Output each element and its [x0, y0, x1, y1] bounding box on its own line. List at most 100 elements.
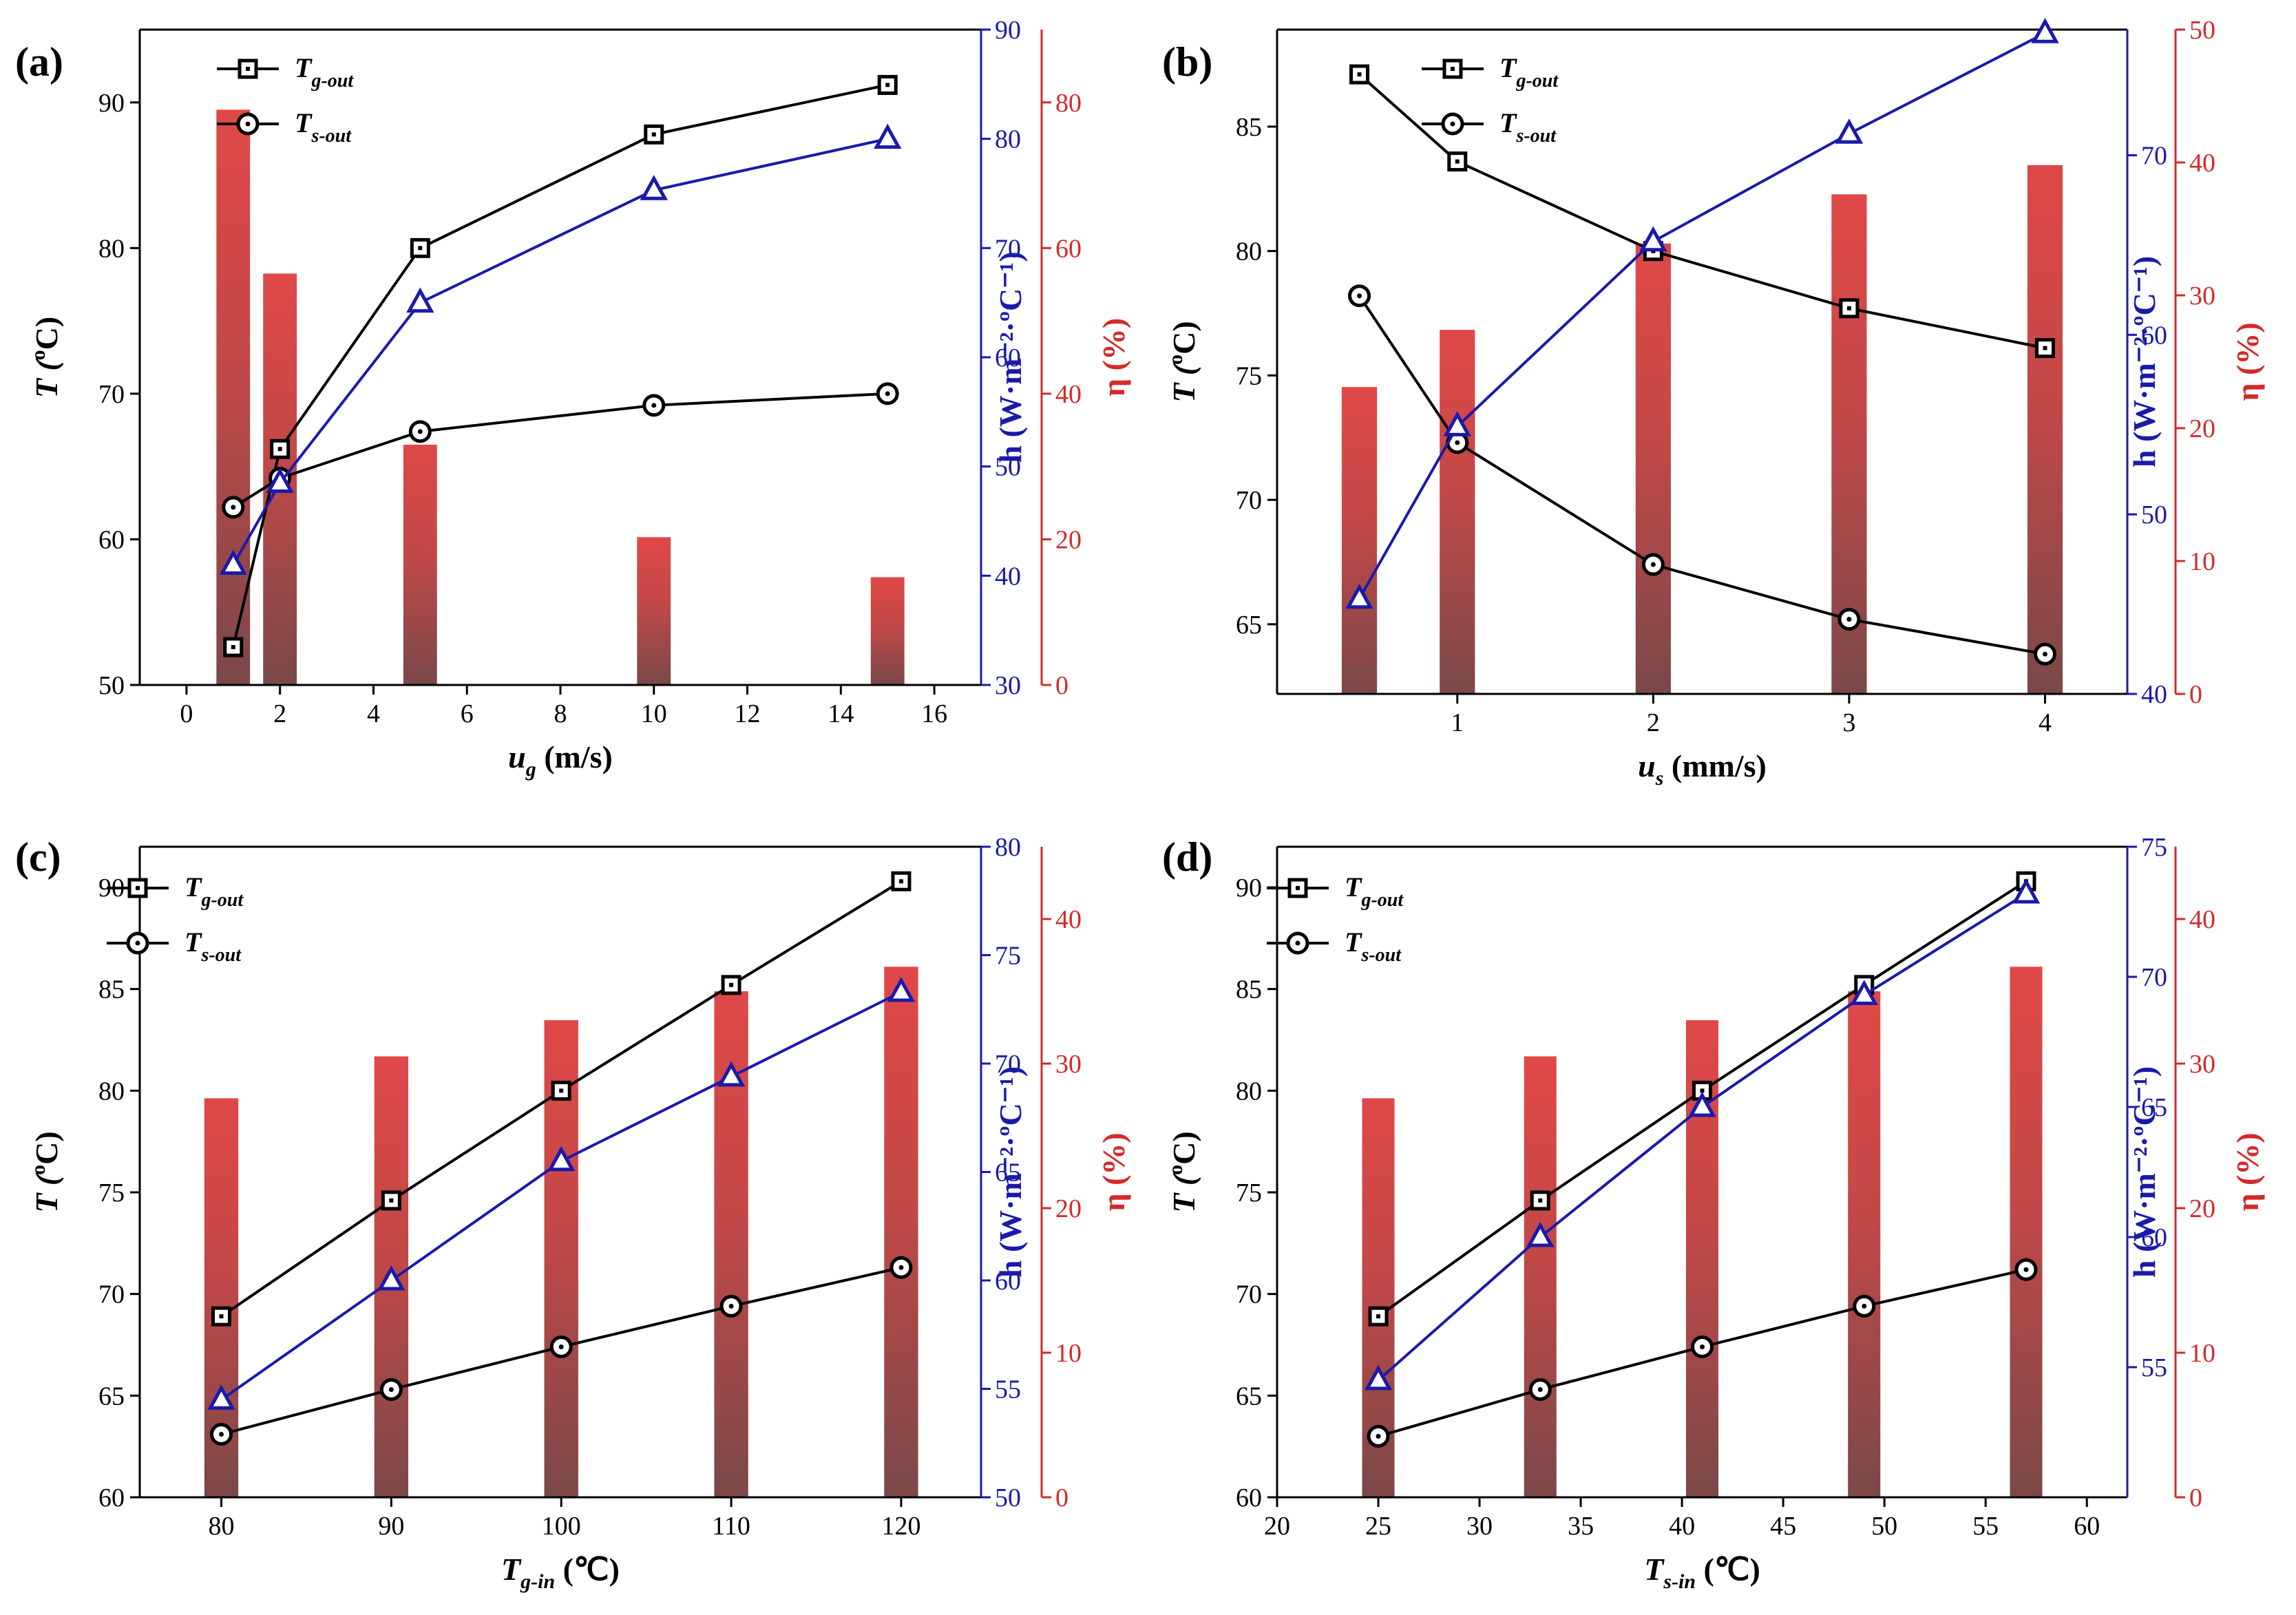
x-tick-label: 4 — [367, 699, 380, 728]
h-tick-label: 70 — [2141, 963, 2167, 992]
left-tick-label: 70 — [98, 380, 125, 409]
eta-tick-label: 20 — [1055, 525, 1082, 554]
x-tick-label: 16 — [921, 699, 947, 728]
x-tick-label: 100 — [542, 1512, 581, 1541]
left-tick-label: 90 — [98, 89, 125, 118]
x-tick-label: 20 — [1264, 1512, 1290, 1541]
series-1-point-dot — [558, 1344, 564, 1349]
eta-tick-label: 80 — [1055, 89, 1082, 118]
x-tick-label: 35 — [1568, 1512, 1594, 1541]
x-tick-label: 12 — [735, 699, 761, 728]
left-tick-label: 70 — [1236, 486, 1262, 515]
h-tick-label: 80 — [995, 125, 1021, 154]
left-tick-label: 50 — [98, 671, 125, 700]
eta-tick-label: 20 — [2189, 414, 2215, 443]
series-1-point-dot — [388, 1386, 394, 1392]
left-axis-title: T (oC) — [27, 1131, 64, 1212]
series-1-point-dot — [651, 403, 657, 408]
eta-tick-label: 40 — [2189, 149, 2215, 178]
series-1-point-dot — [1650, 562, 1656, 567]
panel-label: (d) — [1162, 834, 1212, 880]
legend-marker-dot — [1450, 121, 1455, 127]
x-tick-label: 10 — [641, 699, 667, 728]
h-axis-title: h (W·m⁻²·ºC⁻¹) — [2127, 1066, 2162, 1278]
h-tick-label: 55 — [995, 1375, 1021, 1404]
x-tick-label: 60 — [2074, 1512, 2100, 1541]
left-tick-label: 60 — [1236, 1484, 1262, 1512]
h-tick-label: 60 — [995, 1267, 1021, 1296]
h-tick-label: 50 — [995, 453, 1021, 482]
series-0-point-dot — [559, 1088, 564, 1093]
eta-tick-label: 0 — [2189, 1484, 2202, 1512]
series-line-0 — [231, 83, 888, 648]
series-2-point — [207, 1384, 235, 1410]
series-0-point — [891, 871, 912, 891]
series-1-point-dot — [1455, 440, 1460, 445]
left-tick-label: 80 — [98, 1077, 125, 1106]
efficiency-bar — [403, 444, 437, 685]
series-0-point — [1839, 298, 1860, 319]
h-tick-label: 60 — [2141, 321, 2167, 350]
legend-marker — [127, 878, 148, 898]
legend-marker — [1287, 878, 1308, 898]
series-0-point-dot — [1846, 306, 1851, 310]
eta-tick-label: 40 — [1055, 905, 1082, 934]
chart-panel-1: 1 2 3 4 65 70 75 80 85 40 50 60 70 0 10 20 30 40 50 (b) Tg-o… — [1162, 16, 2265, 790]
x-axis-title: us (mm/s) — [1638, 748, 1767, 790]
efficiency-bar — [1848, 991, 1881, 1497]
x-tick-label: 0 — [180, 699, 193, 728]
h-tick-label: 70 — [2141, 142, 2167, 171]
series-2-point — [1688, 1091, 1716, 1117]
series-2-point — [266, 467, 294, 493]
series-1-point-dot — [1700, 1344, 1705, 1349]
legend-label: Ts-out — [185, 927, 242, 966]
series-1-point-dot — [885, 391, 890, 397]
series-0-point — [1447, 151, 1468, 172]
efficiency-bar — [2027, 165, 2063, 695]
h-tick-label: 60 — [995, 344, 1021, 372]
left-tick-label: 70 — [1236, 1280, 1262, 1309]
legend-label: Ts-out — [295, 107, 352, 147]
x-tick-label: 1 — [1451, 708, 1464, 737]
series-2-point — [1526, 1221, 1555, 1247]
eta-tick-label: 50 — [2189, 16, 2215, 45]
x-axis-title: Ts-in (℃) — [1644, 1552, 1760, 1593]
x-tick-label: 50 — [1871, 1512, 1897, 1541]
series-2-point — [219, 549, 248, 575]
series-1-point-dot — [728, 1303, 734, 1309]
h-tick-label: 30 — [995, 671, 1021, 700]
series-2-point — [640, 175, 668, 200]
eta-tick-label: 30 — [2189, 282, 2215, 310]
legend-marker-dot — [1296, 886, 1300, 890]
x-tick-label: 110 — [712, 1512, 750, 1541]
x-axis-title: ug (m/s) — [508, 739, 613, 781]
x-tick-label: 14 — [828, 699, 854, 728]
series-1-point-dot — [2023, 1267, 2029, 1272]
series-0-point-dot — [219, 1314, 224, 1319]
series-1-point-dot — [218, 1431, 224, 1437]
left-tick-label: 65 — [1236, 611, 1262, 640]
series-0-point-dot — [729, 982, 734, 987]
series-2-point — [406, 287, 434, 313]
legend-label: Tg-out — [295, 52, 354, 92]
series-2-point — [2031, 18, 2059, 43]
eta-axis-title: η (%) — [1096, 1132, 1131, 1211]
left-tick-label: 80 — [1236, 1077, 1262, 1106]
series-0-point-dot — [231, 644, 235, 649]
eta-tick-label: 10 — [2189, 1339, 2215, 1368]
series-1-point-dot — [2042, 651, 2047, 657]
h-tick-label: 65 — [2141, 1093, 2167, 1122]
series-2-point — [547, 1146, 576, 1172]
series-2-point — [1443, 411, 1472, 436]
series-0-point-dot — [885, 83, 890, 87]
series-2-point — [873, 123, 902, 149]
left-tick-label: 80 — [1236, 237, 1262, 266]
left-tick-label: 80 — [98, 234, 125, 263]
h-tick-label: 50 — [2141, 500, 2167, 529]
legend-label: Tg-out — [185, 872, 244, 911]
series-2-point — [2012, 878, 2041, 904]
efficiency-bar — [1341, 387, 1378, 694]
x-tick-label: 40 — [1669, 1512, 1695, 1541]
x-tick-label: 2 — [273, 699, 286, 728]
efficiency-bar — [216, 109, 251, 685]
